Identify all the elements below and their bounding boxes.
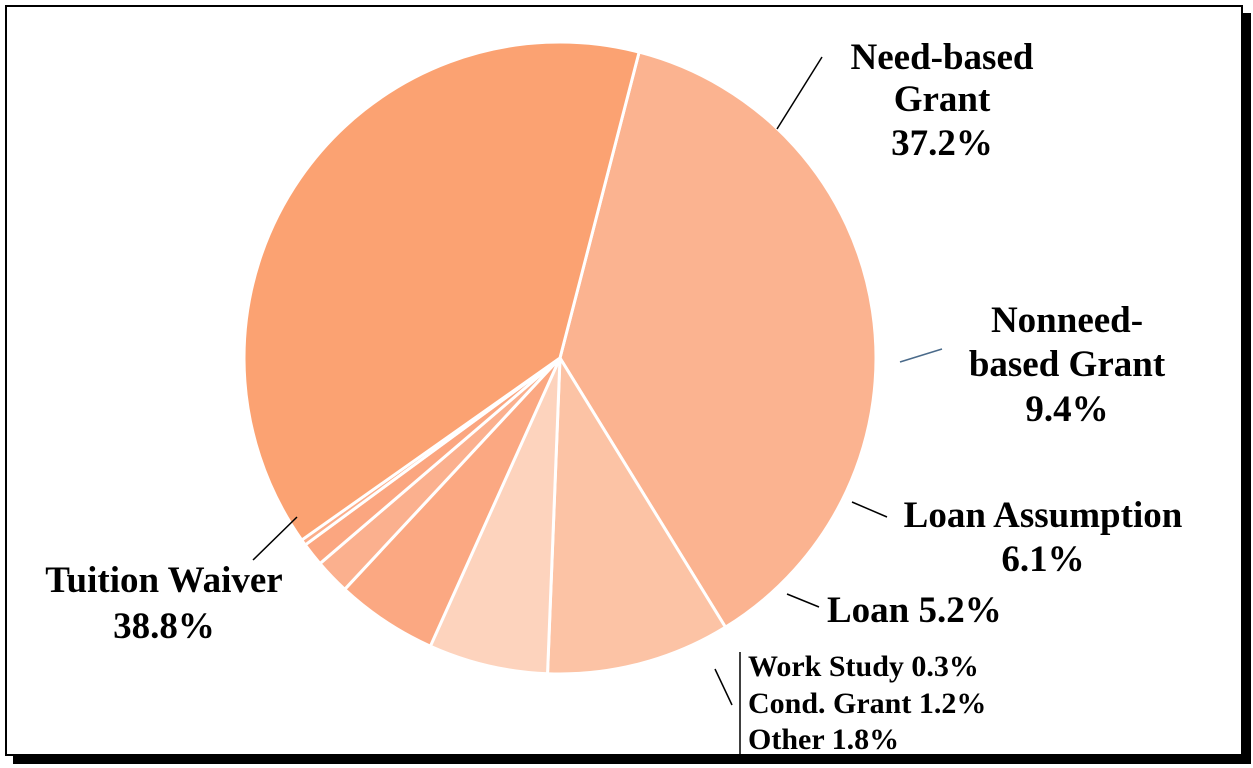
label-line: Loan Assumption bbox=[904, 495, 1183, 536]
slice-loan-assumption bbox=[428, 357, 562, 676]
pie-slices bbox=[242, 40, 878, 676]
label-line: 9.4% bbox=[1025, 389, 1108, 430]
slice-need-based-grant bbox=[558, 50, 878, 630]
label-line: Grant bbox=[894, 79, 991, 120]
label-tuition-waiver: Tuition Waiver 38.8% bbox=[45, 560, 282, 647]
label-loan: Loan 5.2% bbox=[827, 590, 1002, 631]
slice-tuition-waiver bbox=[242, 40, 641, 543]
label-line: Tuition Waiver bbox=[45, 560, 282, 601]
chart-frame: Need-based Grant 37.2% Nonneed-based Grant 9… bbox=[5, 5, 1243, 756]
label-need-based-grant: Need-based Grant 37.2% bbox=[851, 37, 1034, 164]
label-line: 6.1% bbox=[1001, 539, 1084, 580]
label-line: Other 1.8% bbox=[748, 723, 899, 754]
label-work-study: Work Study 0.3% bbox=[748, 650, 979, 683]
slice-nonneed-based-grant bbox=[545, 353, 728, 676]
leader-lines bbox=[252, 56, 943, 754]
leader-work-study bbox=[714, 668, 733, 706]
label-line: 37.2% bbox=[891, 123, 993, 164]
pie-chart: Need-based Grant 37.2% Nonneed-based Grant 9… bbox=[45, 37, 1183, 754]
leader-need-based-grant bbox=[776, 56, 823, 130]
label-line: Loan 5.2% bbox=[827, 590, 1002, 631]
label-line: 38.8% bbox=[113, 606, 215, 647]
label-nonneed-based-grant: Nonneed-based Grant 9.4% bbox=[969, 300, 1166, 430]
label-line: Cond. Grant 1.2% bbox=[748, 687, 986, 720]
label-loan-assumption: Loan Assumption 6.1% bbox=[904, 495, 1183, 580]
leader-loan bbox=[786, 593, 820, 608]
label-other: Other 1.8% bbox=[748, 723, 899, 754]
label-line: Nonneed- bbox=[991, 300, 1143, 341]
label-cond-grant: Cond. Grant 1.2% bbox=[748, 687, 986, 720]
leader-nonneed-based-grant bbox=[899, 348, 943, 363]
label-line: based Grant bbox=[969, 344, 1166, 385]
leader-tuition-waiver bbox=[252, 516, 298, 561]
label-line: Work Study 0.3% bbox=[748, 650, 979, 683]
leader-loan-assumption bbox=[851, 501, 888, 518]
slice-labels: Need-based Grant 37.2% Nonneed-based Grant 9… bbox=[45, 37, 1182, 754]
label-line: Need-based bbox=[851, 37, 1034, 78]
